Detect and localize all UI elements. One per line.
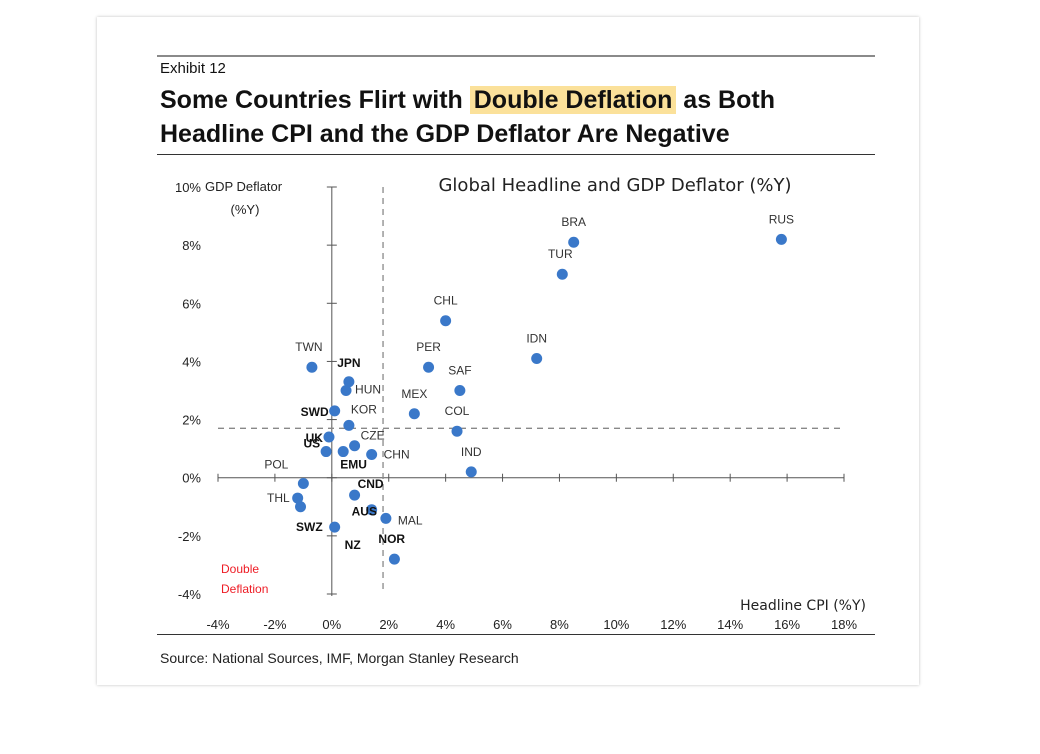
point-per [423,361,435,373]
point-label-uk: UK [306,431,324,445]
point-label-mex: MEX [401,387,427,401]
point-tur [556,268,568,280]
title-rule [157,154,875,155]
point-label-kor: KOR [351,402,377,416]
point-hun [340,385,352,396]
point-label-nor: NOR [378,532,405,546]
x-axis-label: Headline CPI (%Y) [740,598,866,614]
point-idn [531,353,543,365]
point-label-bra: BRA [561,215,586,229]
point-aus [366,504,378,516]
exhibit-title: Some Countries Flirt with Double Deflati… [160,83,880,151]
point-label-mal: MAL [398,513,423,527]
point-mal [380,512,392,524]
double-deflation-annotation-line2: Deflation [221,582,268,596]
point-label-col: COL [445,404,470,418]
point-cnd [349,489,361,501]
point-label-rus: RUS [769,212,794,226]
point-thl [292,492,304,504]
x-tick-label: 8% [550,617,569,632]
point-cze [349,440,361,452]
point-ind [465,466,477,478]
point-thl2 [295,501,307,513]
point-chl [440,315,452,327]
point-twn [306,361,318,373]
point-label-nz: NZ [345,538,361,552]
y-tick-label: 4% [182,354,201,369]
exhibit-card: Exhibit 12 Some Countries Flirt with Dou… [97,17,919,685]
y-tick-label: 6% [182,296,201,311]
point-pol [297,478,309,490]
point-bra [568,236,580,248]
point-swz [329,521,341,533]
point-label-hun: HUN [355,383,381,397]
point-mex [408,408,420,420]
point-label-cze: CZE [361,429,385,443]
source-note: Source: National Sources, IMF, Morgan St… [160,650,519,666]
x-tick-label: 10% [603,617,629,632]
x-tick-label: 16% [774,617,800,632]
point-swd [329,405,341,417]
title-part-2: as Both Headline CPI and the GDP Deflato… [160,86,775,148]
x-tick-label: 14% [717,617,743,632]
x-tick-label: 2% [379,617,398,632]
x-tick-label: 12% [660,617,686,632]
x-tick-label: 0% [322,617,341,632]
x-tick-label: 6% [493,617,512,632]
top-rule [157,55,875,57]
point-label-pol: POL [264,458,288,472]
point-label-chn: CHN [384,447,410,461]
title-highlight: Double Deflation [469,86,677,114]
x-tick-label: -2% [263,617,287,632]
point-label-chl: CHL [434,294,458,308]
point-label-twn: TWN [295,340,322,354]
x-tick-label: 4% [436,617,455,632]
point-rus [775,233,787,245]
exhibit-label: Exhibit 12 [160,60,226,77]
point-label-saf: SAF [448,364,471,378]
point-us [320,446,332,458]
point-label-emu: EMU [340,458,367,472]
y-tick-label: -2% [178,529,202,544]
bottom-rule [157,634,875,635]
point-col [451,425,463,437]
point-label-idn: IDN [526,332,547,346]
point-label-tur: TUR [548,247,573,261]
y-axis-label-unit: (%Y) [231,202,260,217]
point-saf [454,385,466,396]
point-chn [366,448,378,460]
title-part-1: Some Countries Flirt with [160,86,470,114]
y-tick-label: 10% [175,180,201,195]
point-label-thl: THL [267,491,290,505]
point-kor [343,419,355,431]
point-label-aus: AUS [352,505,377,519]
y-tick-label: 8% [182,238,201,253]
double-deflation-annotation-line1: Double [221,562,259,576]
point-label-swz: SWZ [296,520,323,534]
y-axis-label: GDP Deflator [205,179,283,194]
y-tick-label: -4% [178,587,202,602]
x-tick-label: -4% [206,617,230,632]
point-uk [323,431,335,443]
point-label-us: US [303,437,320,451]
point-nor [388,553,400,565]
point-label-cnd: CND [358,477,384,491]
point-jpn [343,376,355,388]
point-label-jpn: JPN [337,356,360,370]
point-label-ind: IND [461,445,482,459]
y-tick-label: 0% [182,471,201,486]
point-label-per: PER [416,340,441,354]
chart-title: Global Headline and GDP Deflator (%Y) [438,175,791,196]
point-emu [337,446,349,458]
x-tick-label: 18% [831,617,857,632]
y-tick-label: 2% [182,413,201,428]
point-label-swd: SWD [301,405,329,419]
